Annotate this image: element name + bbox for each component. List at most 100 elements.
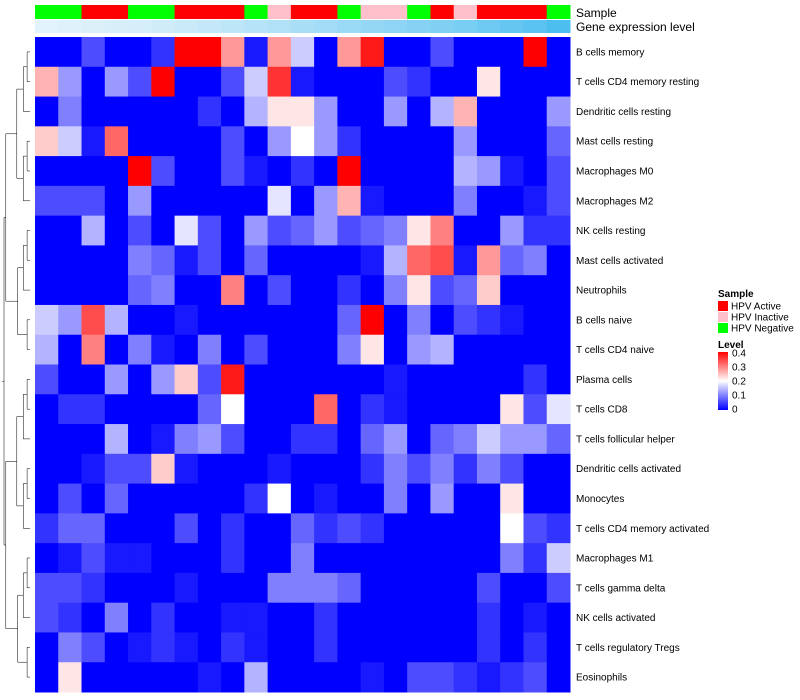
heatmap-cell (35, 364, 59, 395)
sample-annotation-cell (523, 5, 548, 19)
heatmap-cell (360, 662, 385, 693)
heatmap-cell (197, 156, 222, 187)
heatmap-cell (523, 543, 548, 574)
level-tick-label: 0.1 (732, 391, 746, 402)
heatmap-cell (430, 424, 455, 455)
heatmap-cell (290, 662, 315, 693)
expression-annotation-cell (314, 20, 338, 33)
legend-title-level: Level (718, 340, 744, 351)
heatmap-cell (267, 334, 292, 365)
heatmap-cell (500, 453, 524, 485)
heatmap-cell (244, 632, 269, 663)
heatmap-cell (407, 126, 431, 157)
heatmap-cell (383, 483, 408, 514)
row-label: Macrophages M1 (576, 554, 654, 565)
heatmap-cell (337, 364, 362, 395)
heatmap-cell (407, 275, 431, 306)
heatmap-cell (523, 185, 548, 217)
heatmap-cell (453, 543, 478, 574)
heatmap-cell (383, 602, 408, 633)
heatmap-cell (476, 602, 501, 633)
heatmap-cell (151, 483, 176, 514)
heatmap-cell (35, 304, 59, 336)
heatmap-cell (290, 185, 315, 217)
heatmap-cell (360, 394, 385, 425)
heatmap-cell (360, 543, 385, 574)
heatmap-cell (546, 483, 571, 514)
heatmap-cell (337, 185, 362, 217)
heatmap-cell (104, 96, 129, 127)
row-label: Macrophages M2 (576, 196, 654, 207)
heatmap-cell (360, 424, 385, 455)
expression-annotation-cell (35, 20, 59, 33)
heatmap-cell (221, 275, 245, 306)
heatmap-cell (500, 304, 524, 336)
heatmap-cell (128, 156, 152, 187)
heatmap-cell (453, 602, 478, 633)
heatmap-cell (174, 37, 199, 68)
heatmap-cell (500, 275, 524, 306)
heatmap-cell (104, 662, 129, 693)
heatmap-cell (523, 275, 548, 306)
heatmap-cell (476, 424, 501, 455)
heatmap-cell (174, 662, 199, 693)
heatmap-cell (290, 96, 315, 127)
heatmap-cell (58, 662, 83, 693)
heatmap-cell (244, 275, 269, 306)
sample-annotation-cell (221, 5, 245, 19)
legend-sample-label: HPV Inactive (731, 313, 789, 324)
heatmap-cell (314, 96, 338, 127)
heatmap-cell (244, 543, 269, 574)
heatmap-cell (221, 304, 245, 336)
heatmap-cell (290, 424, 315, 455)
heatmap-cell (476, 96, 501, 127)
heatmap-cell (267, 275, 292, 306)
heatmap-cell (58, 453, 83, 485)
heatmap-cell (546, 66, 571, 98)
sample-annotation-cell (314, 5, 338, 19)
heatmap-cell (337, 602, 362, 633)
heatmap-cell (35, 483, 59, 514)
heatmap-cell (500, 215, 524, 246)
heatmap-cell (383, 96, 408, 127)
heatmap-cell (290, 513, 315, 544)
sample-annotation-cell (453, 5, 478, 19)
heatmap-cell (337, 156, 362, 187)
heatmap-cell (128, 66, 152, 98)
heatmap-cell (174, 156, 199, 187)
heatmap-cell (128, 483, 152, 514)
heatmap-cell (360, 602, 385, 633)
heatmap-cell (58, 245, 83, 276)
heatmap-cell (476, 275, 501, 306)
heatmap-cell (244, 424, 269, 455)
heatmap-cell (128, 424, 152, 455)
heatmap-cell (337, 513, 362, 544)
level-colorbar (718, 352, 728, 410)
heatmap-cell (407, 632, 431, 663)
expression-annotation-cell (430, 20, 455, 33)
heatmap-cell (267, 424, 292, 455)
heatmap-cell (221, 602, 245, 633)
legend-level-scale: 0.4 0.3 0.2 0.1 0 (718, 349, 746, 416)
heatmap-cell (267, 156, 292, 187)
heatmap-cell (81, 126, 106, 157)
heatmap-cell (383, 334, 408, 365)
heatmap-cell (174, 424, 199, 455)
heatmap-cell (151, 364, 176, 395)
level-tick-label: 0.2 (732, 377, 746, 388)
heatmap-cell (523, 513, 548, 544)
heatmap-cell (221, 96, 245, 127)
legend-title-sample: Sample (718, 289, 754, 300)
heatmap-cell (453, 37, 478, 68)
heatmap-cell (430, 572, 455, 604)
heatmap-cell (430, 245, 455, 276)
heatmap-cell (290, 543, 315, 574)
heatmap-cell (383, 275, 408, 306)
heatmap-cell (174, 334, 199, 365)
row-label: B cells memory (576, 47, 644, 58)
heatmap-cell (314, 185, 338, 217)
heatmap-cell (476, 156, 501, 187)
heatmap-cell (128, 662, 152, 693)
heatmap-cell (244, 453, 269, 485)
